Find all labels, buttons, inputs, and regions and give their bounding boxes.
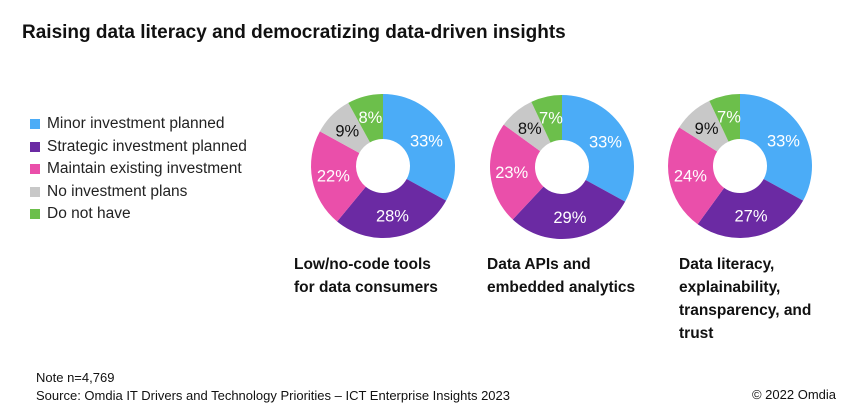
donut-slice [697, 179, 804, 239]
legend-swatch [30, 164, 40, 175]
data-label: 22% [317, 167, 350, 185]
data-label: 33% [410, 132, 443, 150]
data-label: 23% [495, 164, 528, 182]
chart-title-line: trust [679, 325, 714, 342]
legend-item: Minor investment planned [30, 113, 247, 136]
donut-chart-3: 33% 27% 24% 9%7% [668, 94, 813, 239]
chart-title-line: embedded analytics [487, 279, 636, 296]
donut-slice [319, 102, 370, 153]
data-label: 8% [518, 120, 542, 138]
legend-label: Minor investment planned [47, 115, 225, 133]
donut-slice [740, 94, 813, 201]
data-label: 7% [717, 109, 741, 127]
donut-slice [383, 94, 455, 201]
legend-item: Maintain existing investment [30, 158, 247, 181]
chart-title-line: transparency, and [679, 302, 812, 319]
copyright: © 2022 Omdia [751, 387, 836, 402]
legend-swatch [30, 209, 40, 220]
note-text: Note n=4,769 [36, 370, 115, 385]
chart-title-line: Data literacy, [679, 256, 775, 273]
chart-title-line: for data consumers [294, 279, 438, 296]
legend-label: Maintain existing investment [47, 160, 242, 178]
data-label: 28% [376, 208, 409, 226]
data-label: 29% [553, 209, 586, 227]
data-label: 8% [359, 109, 383, 127]
figure-title: Raising data literacy and democratizing … [22, 22, 566, 43]
donut-slice [668, 127, 725, 225]
donut-chart-2: 33% 29% 23% 8%7% [489, 95, 634, 239]
legend-swatch [30, 141, 40, 152]
chart-title-line: Data APIs and [487, 256, 591, 273]
legend: Minor investment planned Strategic inves… [30, 113, 247, 226]
donut-slice [311, 131, 366, 222]
donut-slice [679, 100, 729, 152]
legend-label: No investment plans [47, 182, 188, 200]
chart-title-2: Data APIs and embedded analytics [487, 253, 635, 299]
chart-title-3: Data literacy, explainability, transparenc… [679, 253, 811, 345]
legend-swatch [30, 119, 40, 130]
chart-title-line: explainability, [679, 279, 781, 296]
chart-title-1: Low/no-code tools for data consumers [294, 253, 438, 299]
footnote: Note n=4,769 Source: Omdia IT Drivers an… [36, 369, 510, 405]
legend-swatch [30, 186, 40, 197]
donut-slice [531, 95, 562, 143]
donut-slice [337, 179, 447, 238]
data-label: 27% [735, 207, 768, 225]
donut-slice [562, 95, 634, 202]
data-label: 9% [335, 122, 359, 140]
legend-item: Do not have [30, 203, 247, 226]
legend-item: Strategic investment planned [30, 136, 247, 159]
legend-item: No investment plans [30, 181, 247, 204]
legend-label: Do not have [47, 205, 131, 223]
donut-slice [709, 94, 740, 142]
data-label: 33% [767, 132, 800, 150]
source-text: Source: Omdia IT Drivers and Technology … [36, 388, 510, 403]
donut-chart-1: 33% 28% 22% 9%8% [311, 94, 455, 238]
data-label: 24% [674, 167, 707, 185]
donut-slice [503, 101, 551, 152]
data-label: 33% [589, 133, 622, 151]
chart-title-line: Low/no-code tools [294, 256, 431, 273]
donut-slice [512, 180, 626, 239]
data-label: 7% [539, 110, 563, 128]
legend-label: Strategic investment planned [47, 137, 247, 155]
donut-slice [348, 94, 383, 143]
data-label: 9% [695, 120, 719, 138]
donut-slice [489, 124, 544, 220]
